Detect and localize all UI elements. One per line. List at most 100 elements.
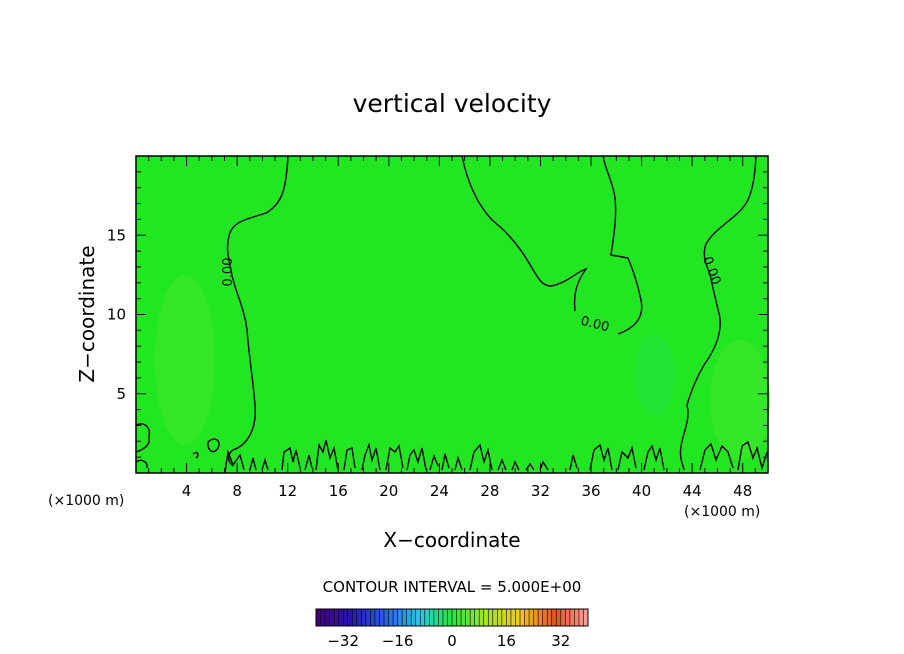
colorbar-swatch xyxy=(397,609,403,626)
colorbar-tick-labels: −32 −16 0 16 32 xyxy=(327,632,570,650)
colorbar-swatch xyxy=(329,609,335,626)
colorbar-swatch xyxy=(479,609,485,626)
y-tick-label: 15 xyxy=(107,226,126,244)
x-tick-label: 28 xyxy=(480,482,499,500)
x-unit-right: (×1000 m) xyxy=(684,504,760,520)
colorbar-swatch xyxy=(474,609,480,626)
colorbar-swatch xyxy=(442,609,448,626)
colorbar-swatch xyxy=(356,609,362,626)
colorbar-tick-label: −16 xyxy=(382,632,414,650)
colorbar-swatch xyxy=(320,609,326,626)
x-axis-label: X−coordinate xyxy=(383,528,520,552)
colorbar-swatch xyxy=(343,609,349,626)
contour-loop-blob xyxy=(207,438,220,453)
colorbar-swatch xyxy=(393,609,398,626)
colorbar-swatch xyxy=(465,609,471,626)
colorbar-swatch xyxy=(429,609,435,626)
field-shade xyxy=(635,335,675,415)
colorbar-swatch xyxy=(365,609,371,626)
colorbar-swatch xyxy=(433,609,439,626)
x-axis-ticks: 4 8 12 16 20 24 28 32 36 40 44 48 xyxy=(148,156,756,500)
x-unit-left: (×1000 m) xyxy=(48,493,124,509)
colorbar-swatch xyxy=(325,609,330,626)
colorbar-swatch xyxy=(529,609,534,626)
colorbar-swatch xyxy=(506,609,512,626)
y-axis-ticks: 5 10 15 xyxy=(107,171,768,458)
colorbar-swatch xyxy=(547,609,553,626)
colorbar-swatch xyxy=(388,609,394,626)
colorbar-swatch xyxy=(542,609,548,626)
contour-label-left: 0.00 xyxy=(221,258,236,287)
colorbar-swatch xyxy=(447,609,453,626)
colorbar-swatch xyxy=(411,609,417,626)
colorbar-swatch xyxy=(452,609,457,626)
colorbar-tick-label: 32 xyxy=(551,632,570,650)
x-tick-label: 32 xyxy=(531,482,550,500)
x-tick-label: 20 xyxy=(379,482,398,500)
colorbar-swatch xyxy=(352,609,358,626)
contour-loop-left2 xyxy=(135,459,148,469)
contour-interval-text: CONTOUR INTERVAL = 5.000E+00 xyxy=(323,578,582,596)
colorbar-swatch xyxy=(379,609,385,626)
contour-loop-left xyxy=(135,423,151,453)
colorbar-swatch xyxy=(524,609,530,626)
colorbar-swatch xyxy=(334,609,339,626)
colorbar-swatch xyxy=(515,609,521,626)
contour-line-left xyxy=(226,155,289,467)
x-tick-label: 40 xyxy=(632,482,651,500)
colorbar-swatch xyxy=(551,609,557,626)
contour-lines xyxy=(135,155,768,473)
colorbar-swatch xyxy=(492,609,498,626)
x-tick-label: 4 xyxy=(182,482,192,500)
colorbar-swatch xyxy=(420,609,426,626)
contour-label-mid: 0.00 xyxy=(579,314,611,336)
colorbar-swatch xyxy=(470,609,475,626)
colorbar-frame xyxy=(315,608,589,627)
colorbar-swatch xyxy=(565,609,571,626)
y-axis-label: Z−coordinate xyxy=(75,245,99,382)
colorbar-swatch xyxy=(569,609,575,626)
colorbar-swatch xyxy=(406,609,412,626)
colorbar-swatch xyxy=(501,609,507,626)
colorbar-swatch xyxy=(461,609,466,626)
colorbar-swatch xyxy=(338,609,344,626)
y-tick-label: 5 xyxy=(116,385,126,403)
y-tick-label: 10 xyxy=(107,306,126,324)
colorbar-tick-label: −32 xyxy=(327,632,359,650)
colorbar-swatch xyxy=(370,609,376,626)
x-tick-label: 48 xyxy=(733,482,752,500)
colorbar-swatch xyxy=(316,609,321,626)
x-tick-label: 16 xyxy=(329,482,348,500)
colorbar xyxy=(315,609,589,626)
colorbar-swatch xyxy=(438,609,444,626)
x-tick-label: 36 xyxy=(581,482,600,500)
x-tick-label: 44 xyxy=(683,482,702,500)
colorbar-swatch xyxy=(560,609,566,626)
colorbar-swatch xyxy=(347,609,353,626)
contour-line-mid xyxy=(461,155,588,312)
chart-title: vertical velocity xyxy=(353,89,552,118)
colorbar-swatch xyxy=(497,609,503,626)
field-shade xyxy=(710,340,770,460)
colorbar-swatch xyxy=(415,609,421,626)
colorbar-swatch xyxy=(510,609,516,626)
colorbar-swatch xyxy=(520,609,525,626)
colorbar-swatch xyxy=(583,609,589,626)
colorbar-swatch xyxy=(424,609,430,626)
colorbar-swatch xyxy=(488,609,494,626)
colorbar-swatch xyxy=(533,609,539,626)
colorbar-swatch xyxy=(578,609,584,626)
x-tick-label: 12 xyxy=(278,482,297,500)
colorbar-swatch xyxy=(483,609,489,626)
plot-area: 0.00 0.00 0.00 4 8 12 16 20 24 28 32 36 40 44 48 51… xyxy=(107,155,770,500)
contour-noise-bottom xyxy=(224,439,768,473)
x-tick-label: 24 xyxy=(430,482,449,500)
field-background xyxy=(136,156,768,473)
colorbar-swatch xyxy=(361,609,367,626)
colorbar-swatch xyxy=(556,609,562,626)
colorbar-tick-label: 0 xyxy=(447,632,457,650)
colorbar-swatch xyxy=(574,609,580,626)
colorbar-swatch xyxy=(402,609,407,626)
contour-line-mid2 xyxy=(602,155,643,335)
